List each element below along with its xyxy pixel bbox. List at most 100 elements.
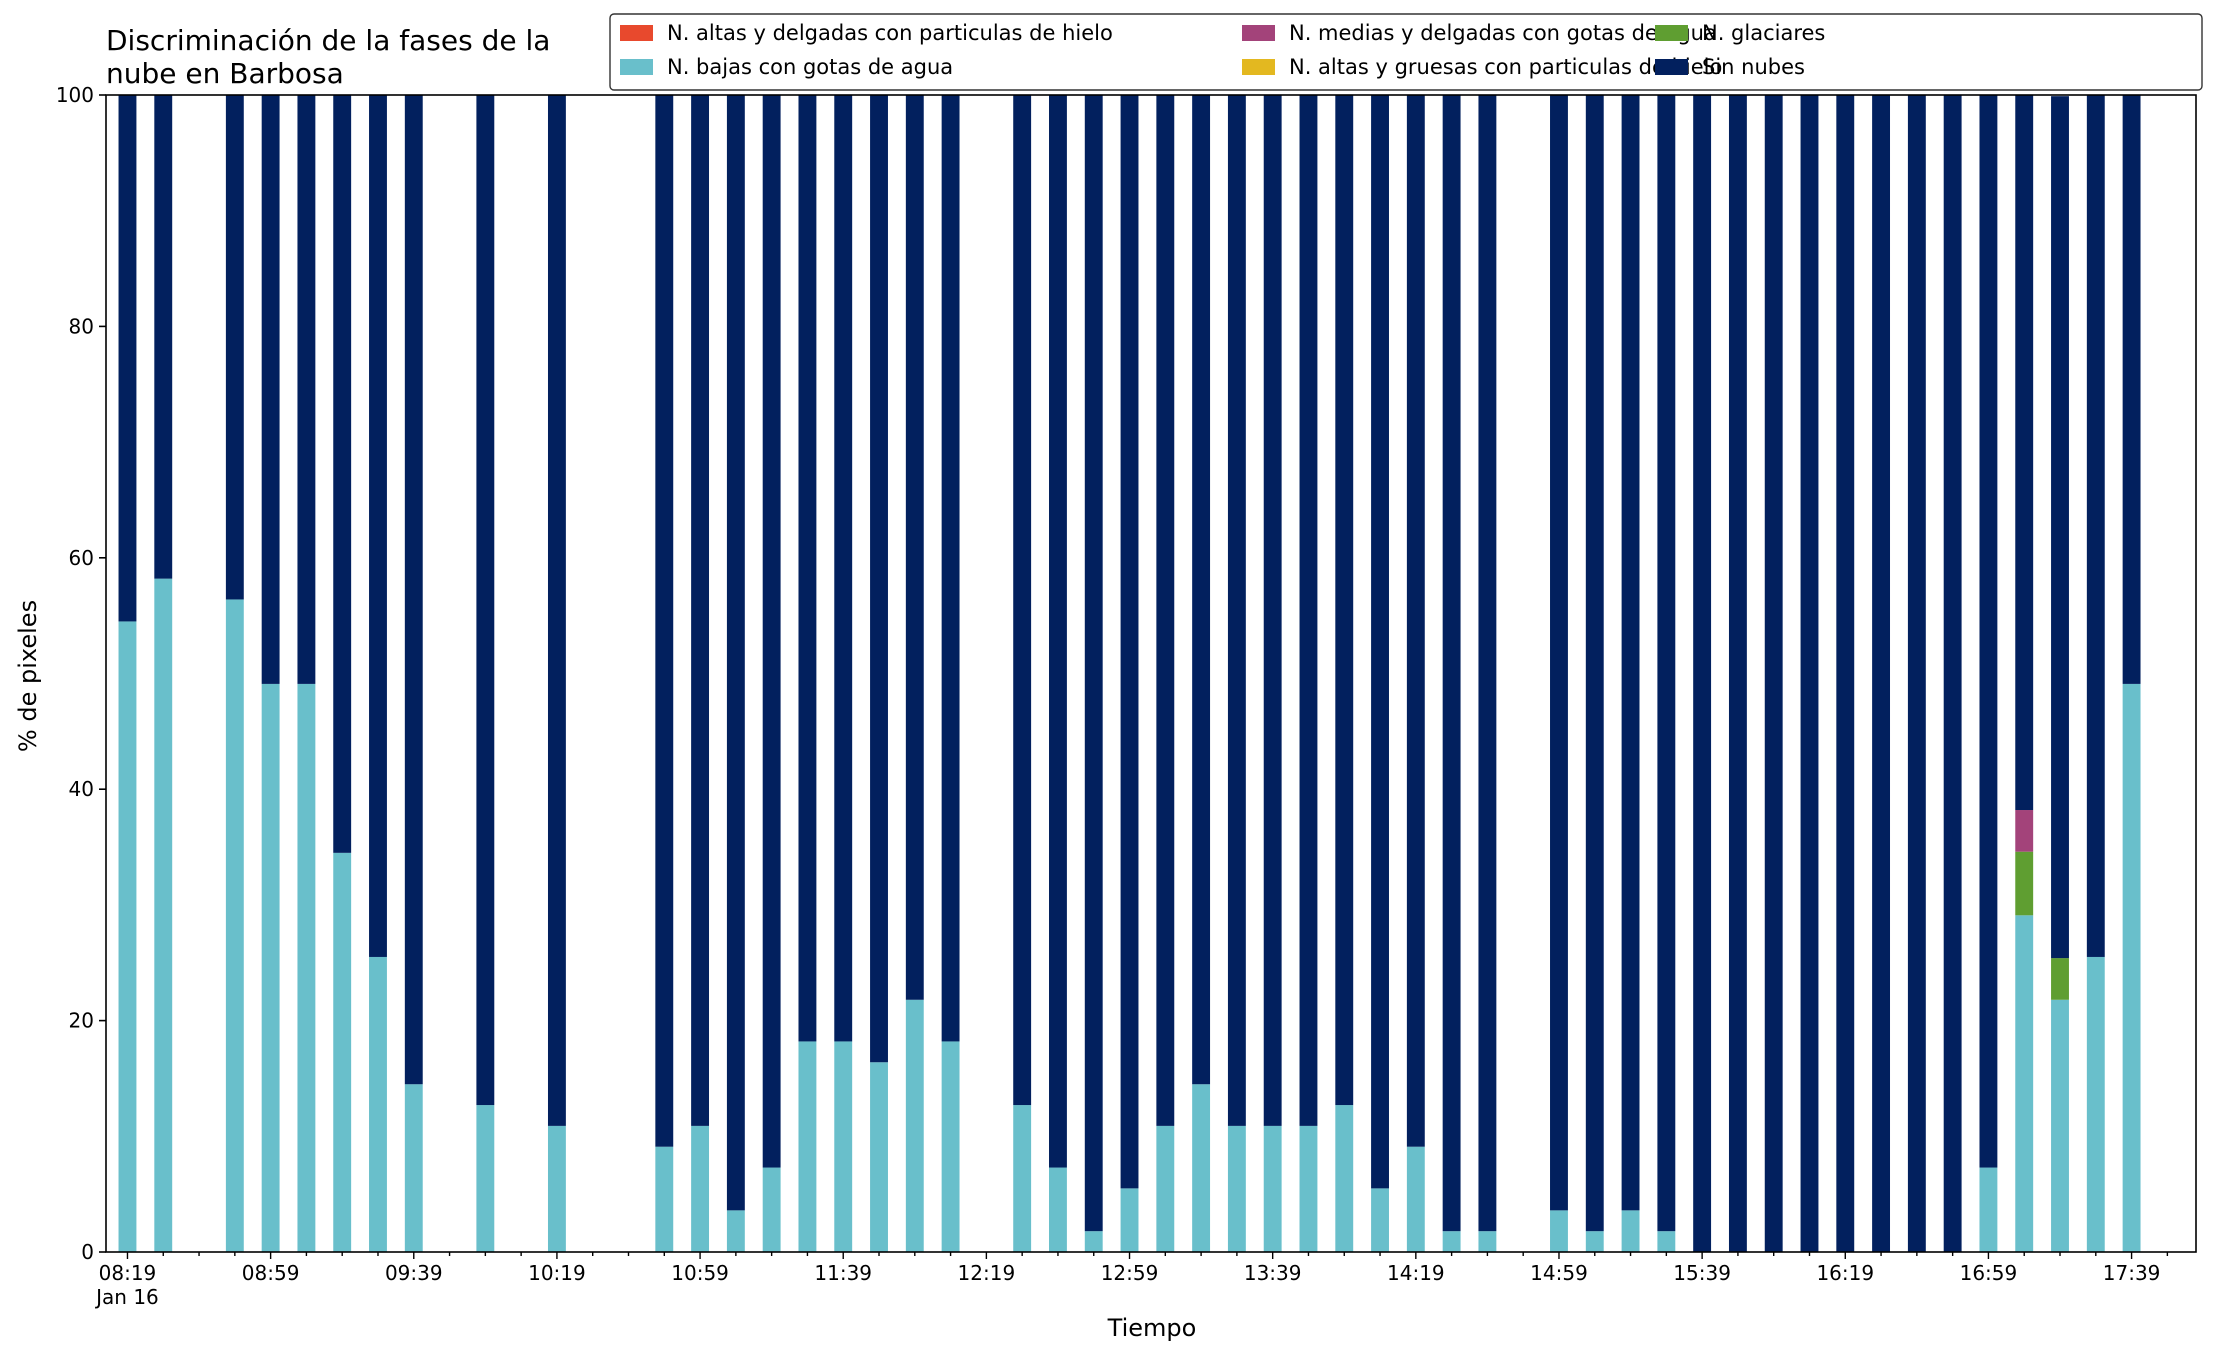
- x-tick-label: 13:39: [1244, 1261, 1302, 1285]
- x-tick-label: 15:39: [1673, 1261, 1731, 1285]
- bar-segment: [2015, 810, 2034, 852]
- bar-segment: [1764, 95, 1783, 1252]
- bar-segment: [261, 95, 280, 684]
- bar-segment: [1192, 95, 1211, 1085]
- x-tick-label: 14:59: [1530, 1261, 1588, 1285]
- x-date-label: Jan 16: [94, 1285, 159, 1309]
- bar-segment: [225, 95, 244, 600]
- bar-segment: [1550, 1210, 1568, 1252]
- legend-swatch: [1655, 59, 1688, 75]
- bar-segment: [1442, 1231, 1461, 1252]
- x-tick-label: 17:39: [2103, 1261, 2161, 1285]
- x-tick-label: 08:59: [242, 1261, 300, 1285]
- bar-segment: [1979, 95, 1998, 1168]
- bar-segment: [297, 95, 316, 684]
- bar-segment: [1013, 1105, 1032, 1252]
- y-tick-label: 40: [69, 777, 94, 801]
- legend-label: N. medias y delgadas con gotas de agua: [1289, 21, 1717, 45]
- bar-segment: [905, 999, 924, 1252]
- bar-segment: [2086, 95, 2105, 957]
- y-tick-label: 0: [81, 1240, 94, 1264]
- x-tick-label: 12:19: [958, 1261, 1016, 1285]
- bar-segment: [834, 1041, 853, 1252]
- bar-segment: [1120, 1188, 1139, 1252]
- bar-segment: [261, 683, 280, 1252]
- bar-segment: [905, 95, 924, 1000]
- x-tick-label: 11:39: [814, 1261, 872, 1285]
- bar-segment: [333, 95, 352, 853]
- bar-segment: [2122, 95, 2141, 684]
- bar-segment: [1192, 1084, 1211, 1252]
- bar-segment: [941, 1041, 960, 1252]
- bar-segment: [2086, 956, 2105, 1252]
- chart-title: Discriminación de la fases de la nube en…: [106, 24, 550, 90]
- bar-segment: [118, 621, 137, 1252]
- bar-segment: [1227, 95, 1246, 1126]
- bar-segment: [870, 95, 888, 1063]
- bar-segment: [1550, 95, 1568, 1211]
- bar-segment: [798, 95, 817, 1042]
- bar-segment: [1872, 95, 1891, 1252]
- x-tick-label: 16:19: [1816, 1261, 1874, 1285]
- bar-segment: [1263, 1125, 1282, 1252]
- bar-segment: [1013, 95, 1032, 1106]
- bars-layer: [118, 95, 2141, 1252]
- bar-segment: [762, 1167, 781, 1252]
- x-tick-label: 10:59: [671, 1261, 729, 1285]
- bar-segment: [2051, 999, 2069, 1252]
- bar-segment: [1084, 1231, 1103, 1252]
- legend-label: N. glaciares: [1702, 21, 1825, 45]
- bar-segment: [547, 1125, 566, 1252]
- bar-segment: [870, 1062, 888, 1252]
- chart-title-line: nube en Barbosa: [106, 57, 344, 90]
- legend-label: N. altas y delgadas con particulas de hi…: [667, 21, 1113, 45]
- bar-segment: [726, 95, 745, 1211]
- bar-segment: [1049, 95, 1067, 1168]
- bar-segment: [404, 1084, 423, 1252]
- bar-segment: [1299, 95, 1318, 1126]
- bar-segment: [1406, 1146, 1425, 1252]
- legend-swatch: [1655, 25, 1688, 41]
- bar-segment: [655, 1146, 674, 1252]
- bar-segment: [547, 95, 566, 1126]
- bar-segment: [655, 95, 674, 1147]
- y-tick-label: 60: [69, 546, 94, 570]
- bar-segment: [369, 956, 387, 1252]
- bar-segment: [1156, 95, 1175, 1126]
- bar-segment: [1621, 95, 1640, 1211]
- bar-segment: [1836, 95, 1855, 1252]
- bar-segment: [2015, 851, 2034, 916]
- bar-segment: [941, 95, 960, 1042]
- x-axis-label: Tiempo: [1107, 1314, 1197, 1342]
- bar-segment: [762, 95, 781, 1168]
- bar-segment: [726, 1210, 745, 1252]
- plot-border: [105, 94, 2197, 1253]
- bar-segment: [1478, 95, 1497, 1232]
- legend-label: N. bajas con gotas de agua: [667, 55, 953, 79]
- bar-segment: [1371, 1188, 1389, 1252]
- bar-segment: [834, 95, 853, 1042]
- x-tick-label: 12:59: [1101, 1261, 1159, 1285]
- bar-segment: [1657, 1231, 1676, 1252]
- x-tick-label: 16:59: [1960, 1261, 2018, 1285]
- y-axis-label: % de pixeles: [14, 600, 42, 752]
- x-tick-label: 09:39: [385, 1261, 443, 1285]
- y-axis: 0 20 40 60 80 100: [56, 83, 106, 1264]
- bar-segment: [2015, 915, 2034, 1252]
- legend-box: [609, 13, 2203, 91]
- bar-segment: [1800, 95, 1819, 1252]
- bar-segment: [691, 1125, 710, 1252]
- bar-segment: [1979, 1167, 1998, 1252]
- chart-title-line: Discriminación de la fases de la: [106, 24, 550, 57]
- legend-swatch: [1242, 59, 1275, 75]
- bar-segment: [1049, 1167, 1067, 1252]
- bar-segment: [1657, 95, 1676, 1232]
- bar-segment: [118, 95, 137, 622]
- bar-segment: [1335, 95, 1354, 1106]
- legend-label: N. altas y gruesas con particulas de hie…: [1289, 55, 1722, 79]
- bar-segment: [2051, 958, 2069, 1000]
- legend-swatch: [620, 59, 653, 75]
- bar-segment: [1263, 95, 1282, 1126]
